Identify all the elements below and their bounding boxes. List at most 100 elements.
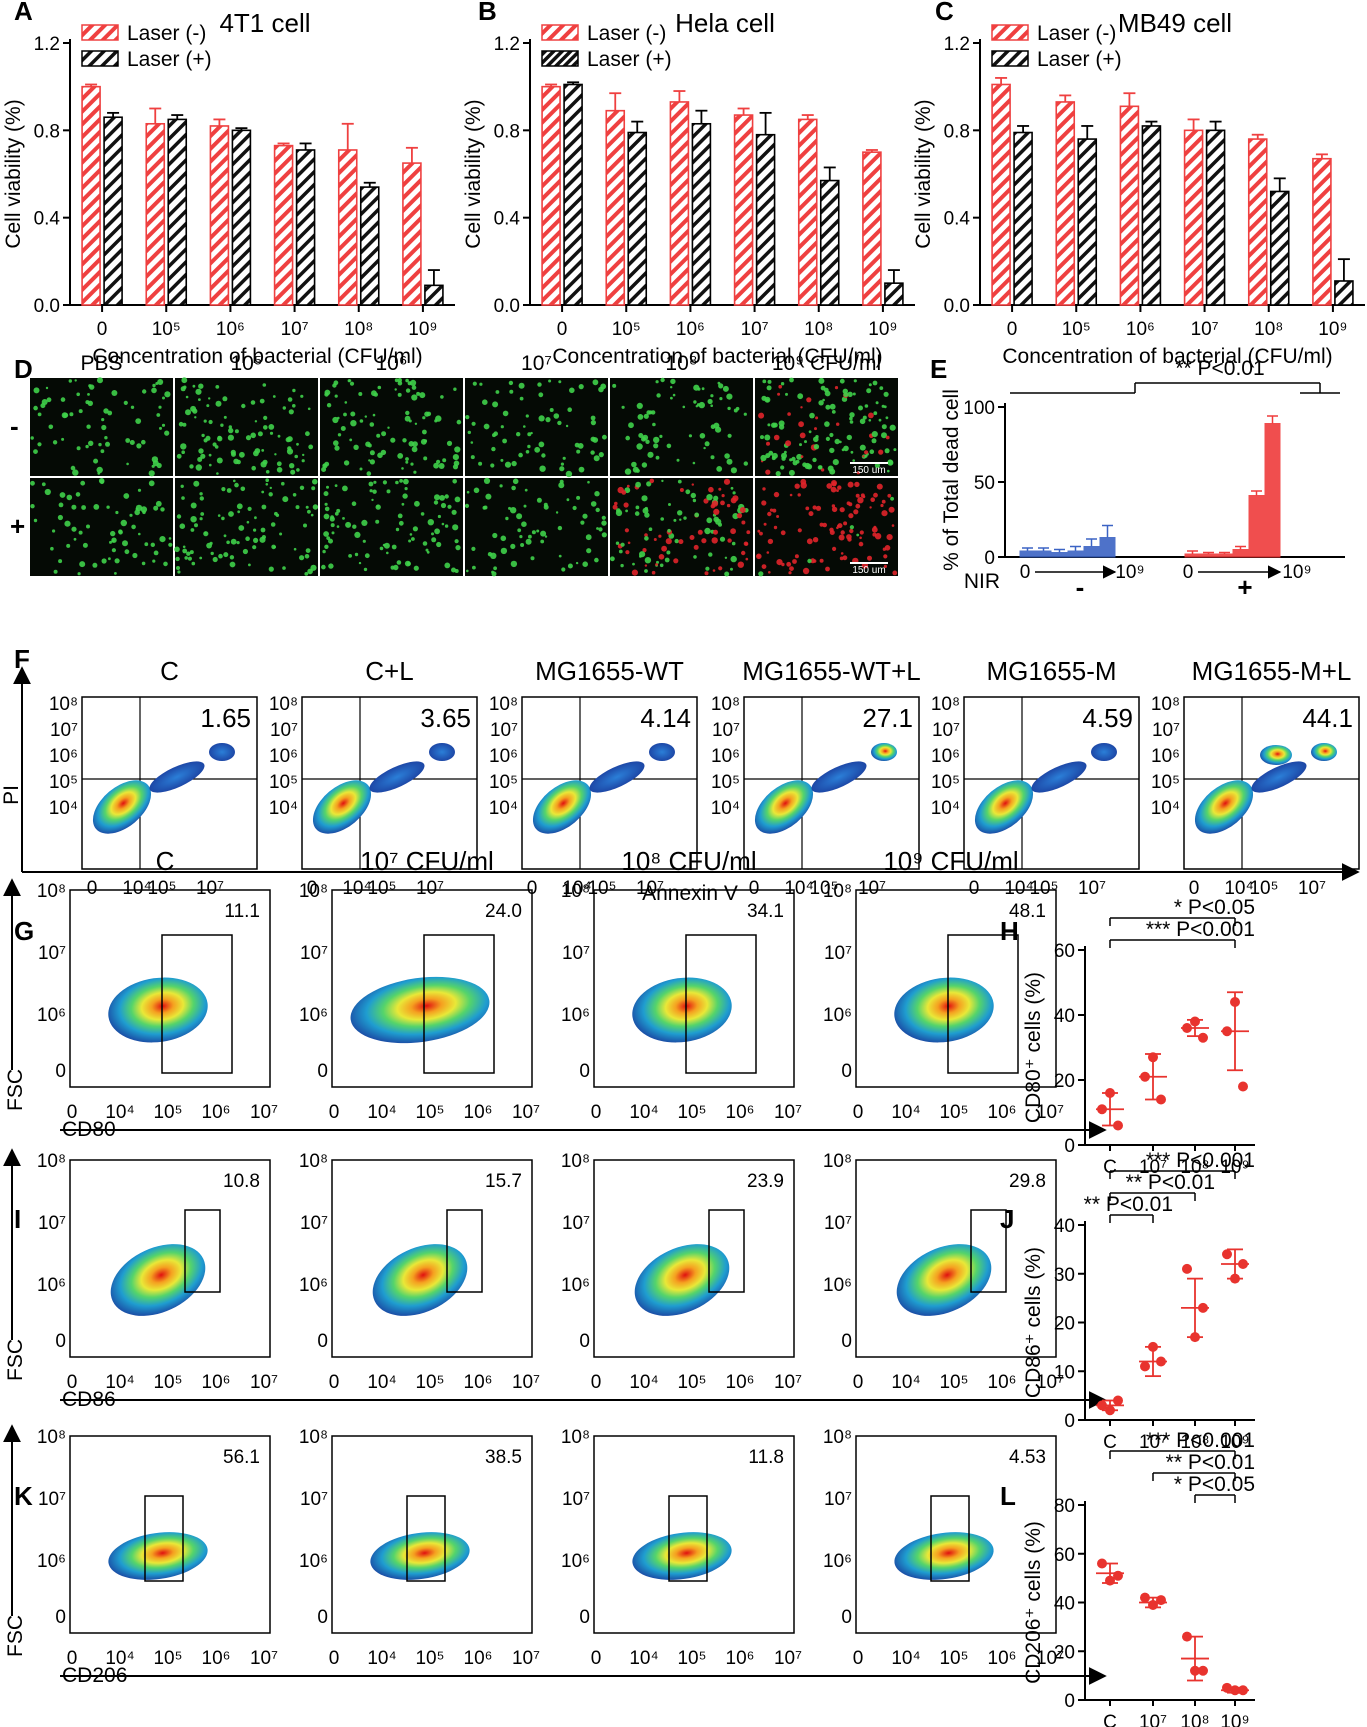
cell-dot	[818, 465, 823, 470]
cell-dot	[58, 502, 64, 508]
microscopy-image	[320, 378, 463, 476]
cell-dot	[891, 524, 895, 527]
cell-dot	[701, 538, 707, 544]
cell-dot	[778, 384, 782, 389]
density-blob	[974, 780, 1034, 834]
density-blob	[370, 1532, 470, 1580]
y-tick-label: 50	[974, 473, 995, 494]
legend-label-laser-minus: Laser (-)	[587, 22, 666, 45]
cell-dot	[846, 501, 851, 506]
cell-dot	[721, 494, 725, 498]
cell-dot	[453, 387, 457, 391]
x-tick-label: 10⁷	[774, 1102, 802, 1123]
cell-dot	[334, 484, 338, 487]
cell-dot	[854, 481, 860, 488]
cell-dot	[699, 433, 706, 439]
x-tick-label: 10⁴	[367, 1102, 396, 1123]
marker-scatter-plots: 0 20 40 60 CD80⁺ cells (%) C 10⁷ 10⁸ 10⁹ * P<0.05…	[1022, 896, 1255, 1727]
viability-bar-charts: 4T1 cell 0.0 0.4 0.8 1.2 Cell viability (%) 0 1…	[2, 8, 1365, 368]
cell-dot	[289, 463, 295, 469]
cell-dot	[408, 539, 412, 543]
x-tick-label: 10⁷	[741, 319, 769, 340]
legend-swatch-laser-minus	[541, 24, 579, 41]
cell-dot	[324, 461, 330, 467]
x-tick-label: C	[1103, 1157, 1117, 1178]
cell-dot	[544, 535, 548, 538]
cell-dot	[502, 410, 509, 417]
cell-dot	[735, 406, 740, 411]
flow-column-title: 10⁸ CFU/ml	[621, 846, 756, 876]
y-tick-label: 0	[841, 1607, 852, 1628]
cell-dot	[337, 433, 342, 437]
y-tick-label: 30	[1054, 1265, 1075, 1286]
cell-dot	[651, 410, 656, 415]
x-tick-label: 0	[969, 878, 980, 899]
cell-dot	[706, 517, 713, 524]
marker-axis-label: CD86	[62, 1388, 116, 1411]
cell-dot	[363, 567, 368, 572]
cell-dot	[853, 379, 857, 383]
cell-dot	[431, 532, 434, 536]
x-tick-label: 0	[329, 1102, 340, 1123]
cell-dot	[115, 510, 119, 515]
cell-dot	[785, 392, 788, 396]
cell-dot	[321, 564, 326, 570]
cell-dot	[718, 522, 722, 527]
cell-dot	[707, 398, 713, 405]
cell-dot	[510, 543, 516, 550]
cell-dot	[578, 466, 585, 473]
y-tick-label: 1.2	[944, 34, 970, 55]
cell-dot	[804, 440, 807, 444]
cell-dot	[875, 401, 879, 405]
cell-dot	[141, 561, 146, 566]
cell-dot	[464, 503, 470, 508]
cell-dot	[553, 413, 560, 419]
cell-dot	[820, 385, 826, 391]
cell-dot	[348, 554, 352, 558]
cell-dot	[253, 450, 259, 457]
y-tick-label: 10⁸	[561, 1427, 590, 1448]
cell-dot	[236, 541, 240, 545]
cell-dot	[802, 567, 810, 575]
cell-dot	[693, 555, 697, 559]
cell-dot	[159, 536, 166, 543]
cell-dot	[155, 500, 162, 507]
cell-dot	[528, 534, 532, 539]
cell-dot	[491, 571, 497, 577]
cell-dot	[827, 465, 834, 472]
bar-laser-minus	[1312, 157, 1332, 306]
cell-dot	[731, 541, 736, 546]
cell-dot	[632, 466, 639, 473]
cell-dot	[364, 553, 370, 559]
cell-dot	[333, 380, 339, 386]
cell-dot	[780, 465, 785, 470]
cell-dot	[182, 545, 186, 549]
cell-dot	[248, 563, 251, 567]
cell-dot	[57, 514, 64, 521]
cell-dot	[625, 509, 628, 513]
microscopy-column-label: 10⁹ CFU/ml	[772, 352, 881, 375]
data-point	[1190, 1332, 1200, 1343]
y-tick-label: 10⁶	[561, 1551, 590, 1572]
cell-dot	[595, 507, 600, 513]
cell-dot	[870, 497, 875, 503]
cell-dot	[138, 532, 141, 536]
cell-dot	[371, 498, 374, 502]
cell-dot	[855, 493, 860, 498]
cell-dot	[647, 451, 654, 458]
cell-dot	[832, 459, 839, 466]
cell-dot	[825, 566, 830, 572]
bar-laser-plus	[1334, 280, 1354, 306]
y-tick-label: 10⁷	[712, 720, 740, 741]
cell-dot	[746, 530, 751, 535]
cell-dot	[766, 385, 772, 391]
x-tick-label: 10⁴	[105, 1372, 134, 1393]
microscopy-column-label: 10⁶	[375, 352, 407, 375]
cell-dot	[883, 391, 889, 397]
gate-box	[947, 934, 1019, 1074]
cell-dot	[271, 544, 276, 550]
cell-dot	[361, 519, 368, 527]
cell-dot	[698, 401, 705, 409]
gate-box	[930, 1495, 970, 1582]
